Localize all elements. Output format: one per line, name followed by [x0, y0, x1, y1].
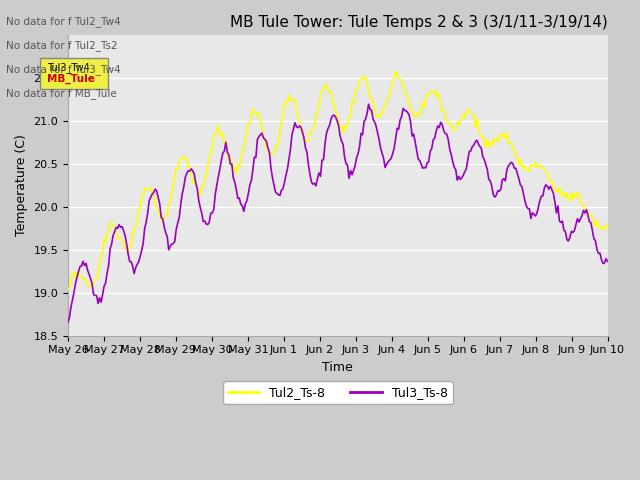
Text: No data for f Tul3_Tw4: No data for f Tul3_Tw4 [6, 64, 121, 75]
Legend: Tul2_Ts-8, Tul3_Ts-8: Tul2_Ts-8, Tul3_Ts-8 [223, 382, 452, 405]
Text: No data for f Tul2_Tw4: No data for f Tul2_Tw4 [6, 16, 121, 27]
Text: No data for f MB_Tule: No data for f MB_Tule [6, 88, 117, 99]
Text: No data for f Tul2_Ts2: No data for f Tul2_Ts2 [6, 40, 118, 51]
Text: MB_Tule: MB_Tule [47, 73, 95, 84]
X-axis label: Time: Time [323, 361, 353, 374]
Y-axis label: Temperature (C): Temperature (C) [15, 134, 28, 237]
Text: MB Tule Tower: Tule Temps 2 & 3 (3/1/11-3/19/14): MB Tule Tower: Tule Temps 2 & 3 (3/1/11-… [230, 15, 607, 30]
Text: Tul3_Tw4: Tul3_Tw4 [47, 62, 90, 73]
